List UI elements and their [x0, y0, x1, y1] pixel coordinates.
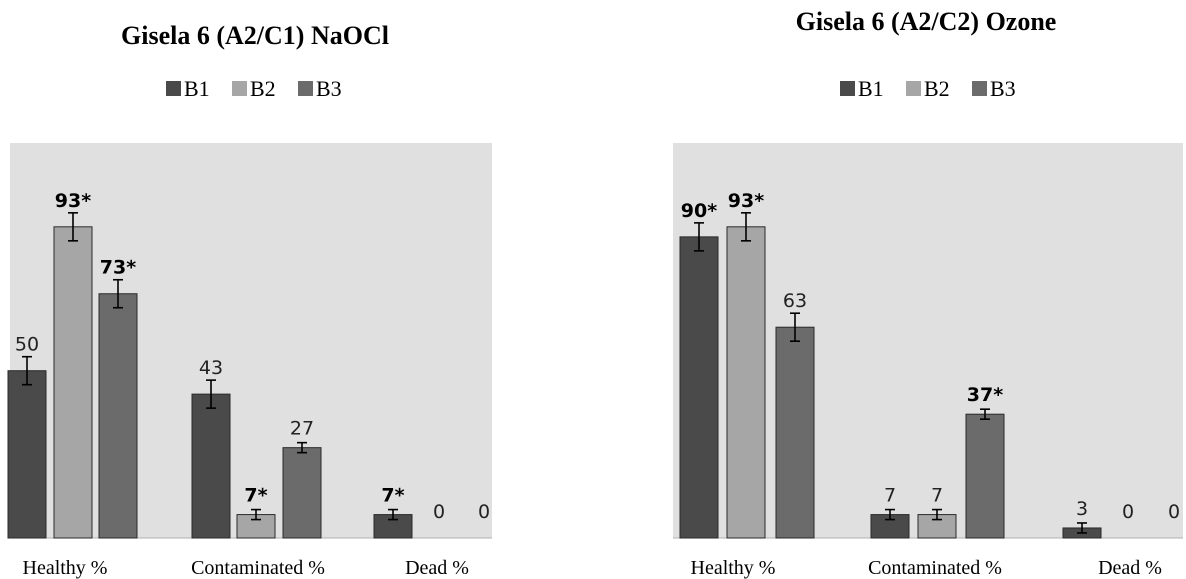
- category-label: Healthy %: [691, 557, 776, 579]
- data-label: 50: [15, 334, 39, 356]
- error-bar: [68, 212, 78, 242]
- bar-b1: [191, 393, 231, 539]
- data-label: 93*: [728, 190, 764, 212]
- data-label: 37*: [967, 384, 1003, 406]
- bar-b3: [98, 293, 138, 539]
- error-bar: [22, 355, 32, 386]
- data-label: 7*: [244, 485, 267, 507]
- bar-b2: [53, 226, 93, 539]
- legend-label: B1: [184, 76, 210, 101]
- legend-swatch-b3: [972, 81, 987, 96]
- legend-label: B2: [924, 76, 950, 101]
- chart-panel-ozone: Gisela 6 (A2/C2) Ozone B1 B2 B3 90* 93* 63 7 7…: [673, 7, 1183, 579]
- error-bar: [297, 441, 307, 454]
- legend-label: B3: [316, 76, 342, 101]
- data-label: 73*: [100, 257, 136, 279]
- bar-b3: [965, 413, 1005, 539]
- data-label: 7: [884, 485, 896, 507]
- chart-legend: B1 B2 B3: [166, 76, 342, 101]
- chart-panel-naocl: Gisela 6 (A2/C1) NaOCl B1 B2 B3 50 93* 73* 43…: [7, 21, 492, 579]
- legend-swatch-b2: [232, 81, 247, 96]
- error-bar: [113, 278, 123, 309]
- error-bar: [980, 408, 990, 420]
- data-label: 63: [783, 290, 807, 312]
- data-label: 0: [433, 501, 445, 523]
- data-label: 27: [290, 418, 314, 440]
- chart-title: Gisela 6 (A2/C2) Ozone: [796, 7, 1057, 36]
- data-label: 93*: [55, 190, 91, 212]
- category-labels: Healthy % Contaminated % Dead %: [691, 557, 1162, 579]
- error-bar: [932, 508, 942, 521]
- data-label: 7: [931, 485, 943, 507]
- category-label: Dead %: [1098, 557, 1162, 579]
- data-label: 0: [478, 501, 490, 523]
- legend-swatch-b2: [906, 81, 921, 96]
- error-bar: [885, 508, 895, 521]
- legend-label: B2: [250, 76, 276, 101]
- data-label: 3: [1076, 498, 1088, 520]
- bar-b1: [679, 236, 719, 539]
- legend-swatch-b1: [840, 81, 855, 96]
- legend-swatch-b3: [298, 81, 313, 96]
- bar-group: 50 93* 73* 43 7* 27 7* 0 0: [7, 190, 490, 539]
- data-label: 0: [1122, 501, 1134, 523]
- legend-label: B1: [858, 76, 884, 101]
- error-bar: [1077, 522, 1087, 534]
- error-bar: [206, 379, 216, 409]
- data-label: 7*: [381, 485, 404, 507]
- legend-label: B3: [990, 76, 1016, 101]
- category-label: Contaminated %: [191, 557, 325, 579]
- bar-b3: [775, 326, 815, 539]
- bar-b3: [282, 447, 322, 539]
- category-labels: Healthy % Contaminated % Dead %: [23, 557, 469, 579]
- error-bar: [694, 222, 704, 252]
- bar-group: 90* 93* 63 7 7 37* 3 0 0: [679, 190, 1180, 539]
- legend-swatch-b1: [166, 81, 181, 96]
- category-label: Contaminated %: [868, 557, 1002, 579]
- chart-legend: B1 B2 B3: [840, 76, 1016, 101]
- data-label: 0: [1168, 501, 1180, 523]
- data-label: 43: [199, 357, 223, 379]
- category-label: Dead %: [405, 557, 469, 579]
- category-label: Healthy %: [23, 557, 108, 579]
- error-bar: [741, 212, 751, 242]
- data-label: 90*: [681, 200, 717, 222]
- chart-title: Gisela 6 (A2/C1) NaOCl: [121, 21, 389, 50]
- error-bar: [388, 508, 398, 521]
- bar-b1: [7, 370, 47, 539]
- error-bar: [790, 312, 800, 343]
- error-bar: [251, 508, 261, 521]
- bar-b2: [726, 226, 766, 539]
